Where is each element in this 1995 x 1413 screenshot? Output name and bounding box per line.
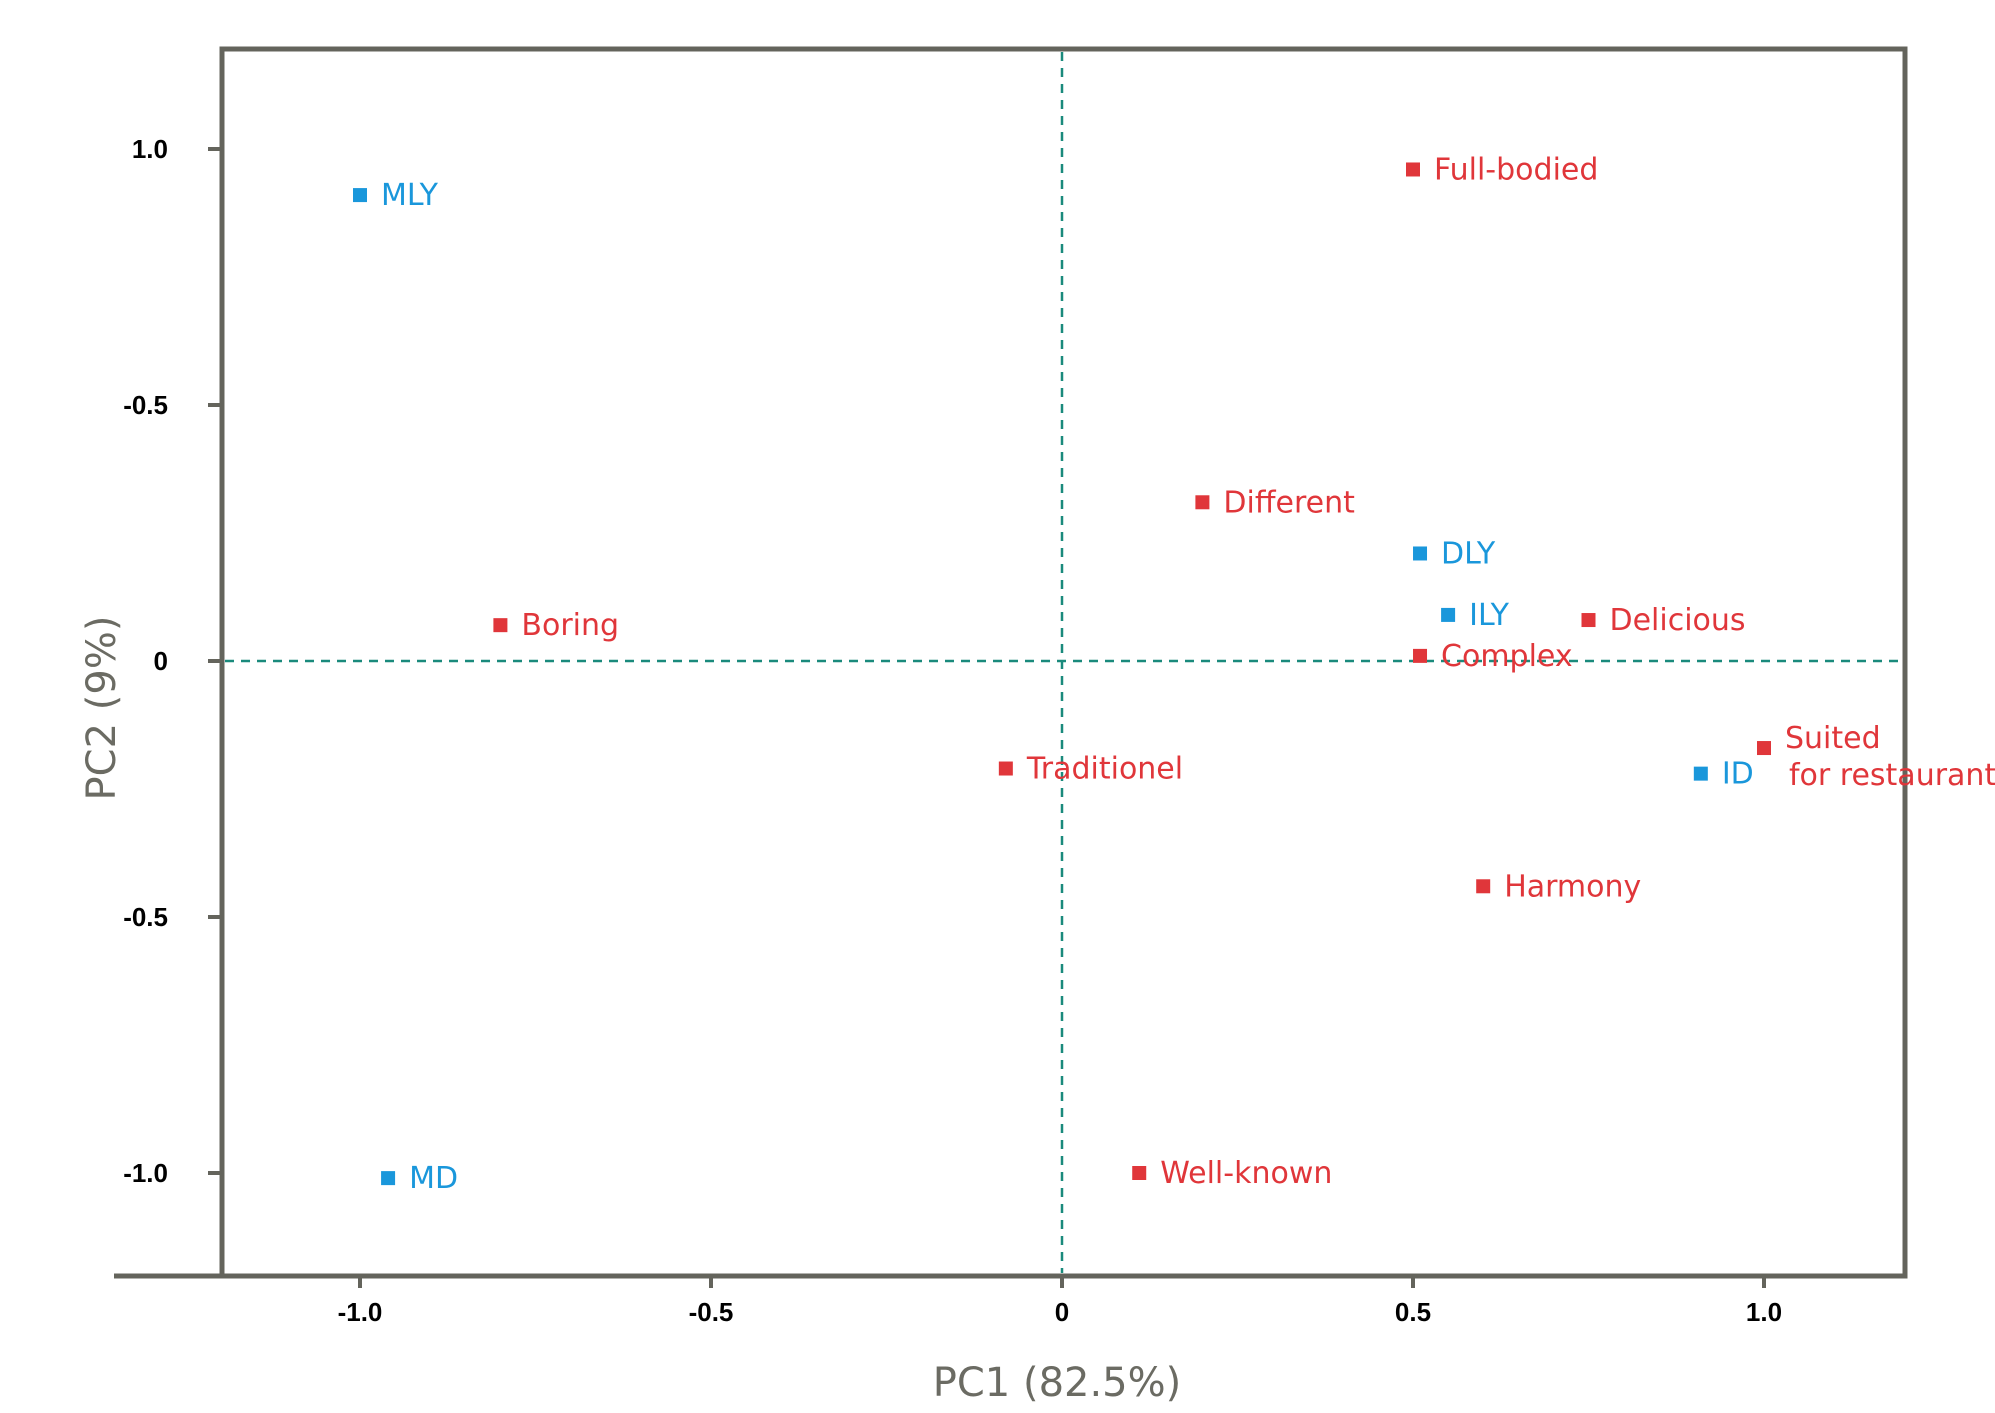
sample-label: DLY	[1441, 536, 1496, 571]
attribute-marker	[998, 761, 1013, 776]
attribute-point: Different	[1195, 485, 1355, 520]
y-axis-title: PC2 (9%)	[79, 616, 125, 801]
attribute-marker	[1406, 162, 1420, 177]
sample-marker	[1693, 766, 1708, 781]
sample-point: ILY	[1441, 598, 1510, 633]
data-points: MLY MD DLY ILY ID Full-bodied Different Boring D…	[353, 152, 1995, 1196]
x-tick-label: 1.0	[1746, 1297, 1782, 1327]
y-tick-label: -0.5	[123, 390, 168, 420]
sample-label: ID	[1722, 757, 1754, 792]
attribute-marker	[1413, 648, 1428, 663]
attribute-marker	[1581, 613, 1596, 628]
y-tick-label: 0	[154, 646, 168, 676]
sample-point: ID	[1693, 757, 1754, 792]
attribute-label: Traditionel	[1026, 752, 1183, 787]
sample-point: DLY	[1413, 536, 1496, 571]
attribute-marker	[1195, 495, 1210, 510]
attribute-point: Delicious	[1581, 603, 1746, 638]
attribute-marker	[493, 618, 508, 633]
plot-frame	[114, 46, 1908, 1279]
x-tick-label: -0.5	[689, 1297, 734, 1327]
sample-point: MLY	[353, 178, 439, 213]
y-tick-label: -0.5	[123, 902, 168, 932]
attribute-label: Suited for restaurant	[1785, 721, 1995, 793]
sample-marker	[353, 188, 367, 203]
plot-border	[219, 46, 1908, 1279]
attribute-marker	[1757, 741, 1771, 756]
sample-marker	[1413, 546, 1428, 561]
attribute-point: Boring	[493, 608, 619, 643]
x-tick-label: 0.5	[1395, 1297, 1431, 1327]
attribute-point: Suited for restaurant	[1757, 721, 1995, 793]
sample-marker	[381, 1171, 396, 1186]
sample-label: MD	[409, 1161, 458, 1196]
attribute-point: Full-bodied	[1406, 152, 1598, 187]
sample-label: MLY	[381, 178, 439, 213]
attribute-marker	[1476, 879, 1491, 894]
x-tick-label: 0	[1055, 1297, 1069, 1327]
attribute-label: Harmony	[1504, 869, 1641, 904]
attribute-label: Complex	[1441, 639, 1573, 674]
attribute-label: Different	[1223, 485, 1355, 520]
axis-ticks: -1.0 -0.5 0 0.5 1.0 1.0 -0.5 0 -0.5 -1.0	[123, 134, 1782, 1327]
attribute-point: Well-known	[1132, 1156, 1332, 1191]
sample-label: ILY	[1469, 598, 1510, 633]
attribute-point: Complex	[1413, 639, 1573, 674]
y-tick-label: 1.0	[132, 134, 168, 164]
zero-lines	[225, 52, 1902, 1273]
attribute-marker	[1132, 1166, 1147, 1180]
sample-point: MD	[381, 1161, 458, 1196]
sample-marker	[1441, 607, 1456, 622]
x-tick-label: -1.0	[338, 1297, 383, 1327]
attribute-label: Delicious	[1610, 603, 1746, 638]
attribute-point: Traditionel	[998, 752, 1183, 787]
x-axis-title: PC1 (82.5%)	[933, 1360, 1182, 1406]
attribute-label: Full-bodied	[1434, 152, 1598, 187]
y-tick-label: -1.0	[123, 1158, 168, 1188]
attribute-label: Boring	[521, 608, 619, 643]
attribute-label: Well-known	[1160, 1156, 1332, 1191]
attribute-point: Harmony	[1476, 869, 1641, 904]
